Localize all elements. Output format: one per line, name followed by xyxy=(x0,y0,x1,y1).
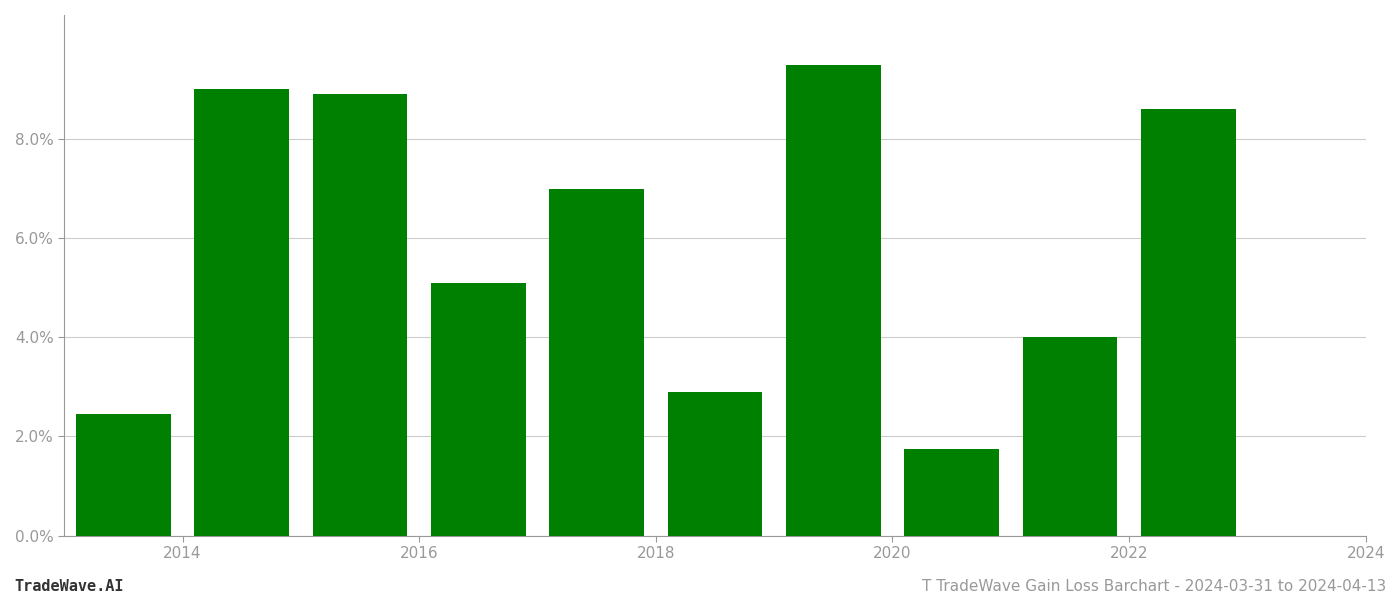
Bar xyxy=(76,414,171,536)
Text: T TradeWave Gain Loss Barchart - 2024-03-31 to 2024-04-13: T TradeWave Gain Loss Barchart - 2024-03… xyxy=(921,579,1386,594)
Bar xyxy=(1022,337,1117,536)
Bar xyxy=(668,392,763,536)
Bar xyxy=(549,188,644,536)
Bar xyxy=(1141,109,1236,536)
Bar xyxy=(431,283,526,536)
Bar xyxy=(904,449,1000,536)
Bar xyxy=(785,65,881,536)
Text: TradeWave.AI: TradeWave.AI xyxy=(14,579,123,594)
Bar xyxy=(195,89,288,536)
Bar xyxy=(312,94,407,536)
